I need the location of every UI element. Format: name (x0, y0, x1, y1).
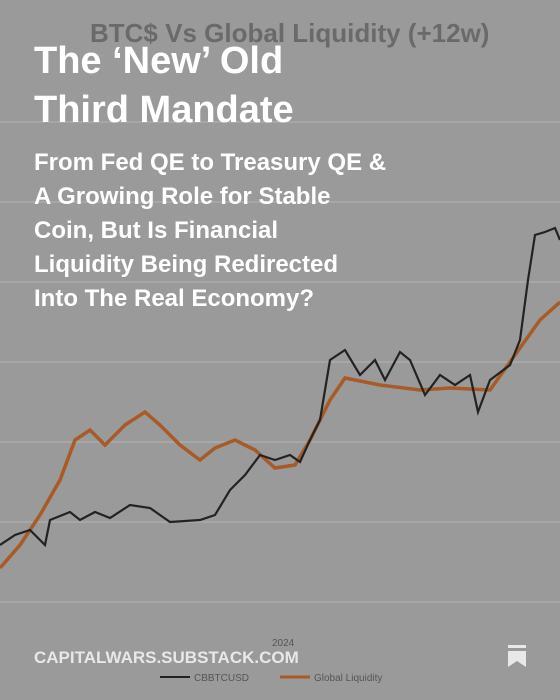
grid (0, 121, 560, 603)
bookmark-icon (508, 645, 526, 667)
title: The ‘New’ Old (34, 40, 283, 82)
subtitle: From Fed QE to Treasury QE & (34, 149, 386, 176)
subtitle: A Growing Role for Stable (34, 183, 330, 210)
title: Third Mandate (34, 89, 294, 131)
x-label: 2024 (272, 638, 295, 649)
btc-line (0, 226, 560, 548)
background-title: BTC$ Vs Global Liquidity (+12w) (90, 18, 489, 48)
subtitle: Coin, But Is Financial (34, 217, 278, 244)
footer: CAPITALWARS.SUBSTACK.COM (34, 648, 299, 667)
legend-label: Global Liquidity (314, 673, 382, 684)
legend-label: CBBTCUSD (194, 673, 249, 684)
subtitle: Into The Real Economy? (34, 285, 314, 312)
subtitle: Liquidity Being Redirected (34, 251, 338, 278)
liquidity-line (0, 300, 560, 570)
